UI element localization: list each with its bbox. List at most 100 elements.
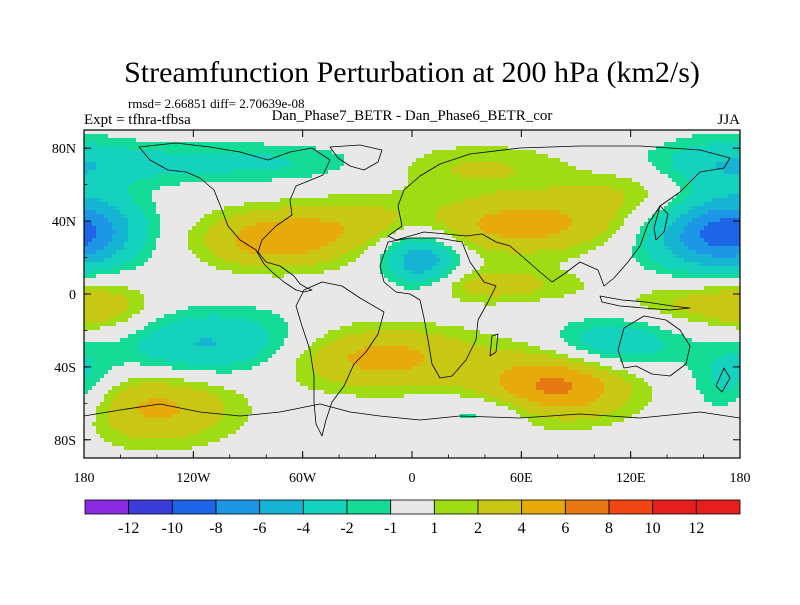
field-cell xyxy=(404,242,409,247)
field-cell xyxy=(580,246,585,251)
field-cell xyxy=(232,194,237,199)
field-cell xyxy=(724,174,729,179)
field-cell xyxy=(392,174,397,179)
field-cell xyxy=(184,234,189,239)
field-cell xyxy=(360,162,365,167)
field-cell xyxy=(204,214,209,219)
field-cell xyxy=(628,186,633,191)
field-cell xyxy=(292,154,297,159)
field-cell xyxy=(736,186,740,191)
field-cell xyxy=(688,190,693,195)
field-cell xyxy=(156,190,161,195)
field-cell xyxy=(616,150,621,155)
field-cell xyxy=(616,158,621,163)
field-cell xyxy=(496,170,501,175)
field-cell xyxy=(724,130,729,135)
field-cell xyxy=(408,158,413,163)
field-cell xyxy=(496,210,501,215)
field-cell xyxy=(608,242,613,247)
field-cell xyxy=(516,222,521,227)
field-cell xyxy=(356,134,361,139)
field-cell xyxy=(520,226,525,231)
field-cell xyxy=(472,146,477,151)
field-cell xyxy=(712,238,717,243)
field-cell xyxy=(272,230,277,235)
field-cell xyxy=(356,190,361,195)
field-cell xyxy=(600,238,605,243)
field-cell xyxy=(568,246,573,251)
field-cell xyxy=(320,170,325,175)
field-cell xyxy=(388,178,393,183)
field-cell xyxy=(456,210,461,215)
field-cell xyxy=(176,206,181,211)
field-cell xyxy=(588,234,593,239)
field-cell xyxy=(260,162,265,167)
field-cell xyxy=(600,226,605,231)
field-cell xyxy=(316,198,321,203)
field-cell xyxy=(552,206,557,211)
field-cell xyxy=(728,222,733,227)
field-cell xyxy=(480,242,485,247)
field-cell xyxy=(408,226,413,231)
field-cell xyxy=(232,170,237,175)
field-cell xyxy=(128,218,133,223)
field-cell xyxy=(320,146,325,151)
field-cell xyxy=(136,138,141,143)
field-cell xyxy=(660,166,665,171)
field-cell xyxy=(668,130,673,135)
field-cell xyxy=(512,234,517,239)
field-cell xyxy=(440,154,445,159)
field-cell xyxy=(576,190,581,195)
field-cell xyxy=(104,202,109,207)
field-cell xyxy=(616,194,621,199)
field-cell xyxy=(156,142,161,147)
field-cell xyxy=(168,174,173,179)
field-cell xyxy=(240,214,245,219)
field-cell xyxy=(564,130,569,135)
field-cell xyxy=(116,174,121,179)
field-cell xyxy=(172,218,177,223)
field-cell xyxy=(288,226,293,231)
field-cell xyxy=(256,218,261,223)
field-cell xyxy=(492,214,497,219)
field-cell xyxy=(548,142,553,147)
field-cell xyxy=(520,158,525,163)
field-cell xyxy=(100,250,105,255)
field-cell xyxy=(632,202,637,207)
field-cell xyxy=(92,146,97,151)
field-cell xyxy=(316,238,321,243)
field-cell xyxy=(616,170,621,175)
field-cell xyxy=(468,170,473,175)
field-cell xyxy=(464,150,469,155)
field-cell xyxy=(216,130,221,135)
field-cell xyxy=(124,134,129,139)
field-cell xyxy=(604,230,609,235)
field-cell xyxy=(716,150,721,155)
field-cell xyxy=(372,142,377,147)
field-cell xyxy=(660,238,665,243)
field-cell xyxy=(612,246,617,251)
field-cell xyxy=(576,138,581,143)
field-cell xyxy=(124,186,129,191)
field-cell xyxy=(608,230,613,235)
field-cell xyxy=(620,162,625,167)
field-cell xyxy=(616,222,621,227)
field-cell xyxy=(228,218,233,223)
field-cell xyxy=(188,142,193,147)
field-cell xyxy=(688,162,693,167)
field-cell xyxy=(564,214,569,219)
field-cell xyxy=(724,186,729,191)
field-cell xyxy=(384,174,389,179)
field-cell xyxy=(380,238,385,243)
field-cell xyxy=(368,210,373,215)
field-cell xyxy=(356,174,361,179)
field-cell xyxy=(140,154,145,159)
field-cell xyxy=(484,138,489,143)
field-cell xyxy=(632,158,637,163)
field-cell xyxy=(252,170,257,175)
field-cell xyxy=(192,182,197,187)
field-cell xyxy=(96,182,101,187)
field-cell xyxy=(216,182,221,187)
field-cell xyxy=(540,190,545,195)
field-cell xyxy=(124,146,129,151)
